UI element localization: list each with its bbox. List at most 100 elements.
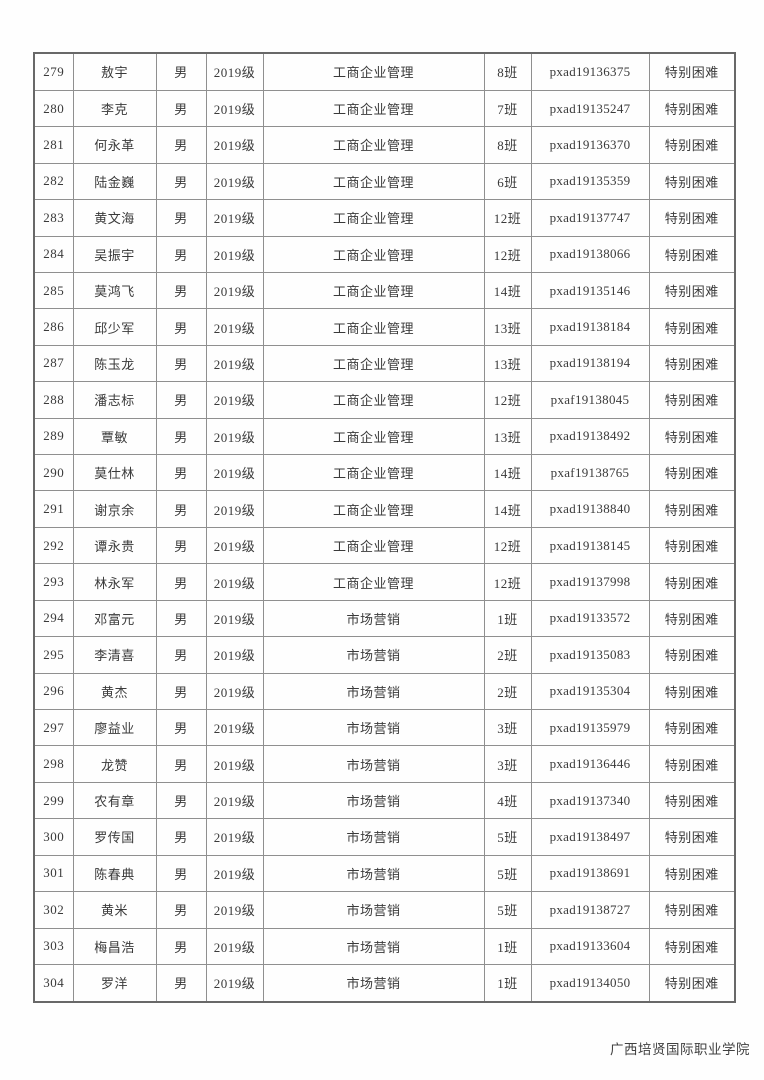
row-number-cell: 286 <box>33 308 74 346</box>
major-cell: 市场营销 <box>262 708 485 747</box>
grade-cell: 2019级 <box>205 599 264 638</box>
name-cell: 陈玉龙 <box>72 344 157 383</box>
gender-cell: 男 <box>155 781 207 820</box>
row-number-cell: 298 <box>33 745 74 783</box>
table-row: 292 谭永贵男 2019级 工商企业管理 12班 pxad19138145 特别困难 <box>33 526 736 565</box>
name-cell: 谢京余 <box>72 490 157 528</box>
status-cell: 特别困难 <box>648 526 736 565</box>
student-id-cell: pxad19135146 <box>530 271 650 310</box>
major-cell: 市场营销 <box>262 891 485 929</box>
grade-cell: 2019级 <box>205 781 264 820</box>
major-cell: 工商企业管理 <box>262 235 485 273</box>
grade-cell: 2019级 <box>205 52 264 91</box>
gender-cell: 男 <box>155 526 207 565</box>
student-id-cell: pxad19136446 <box>530 745 650 783</box>
major-cell: 工商企业管理 <box>262 162 485 201</box>
row-number-cell: 279 <box>33 52 74 91</box>
class-cell: 2班 <box>483 636 532 674</box>
class-cell: 14班 <box>483 271 532 310</box>
gender-cell: 男 <box>155 636 207 674</box>
gender-cell: 男 <box>155 891 207 929</box>
name-cell: 吴振宇 <box>72 235 157 273</box>
grade-cell: 2019级 <box>205 271 264 310</box>
grade-cell: 2019级 <box>205 308 264 346</box>
row-number-cell: 280 <box>33 89 74 128</box>
major-cell: 市场营销 <box>262 963 485 1003</box>
student-id-cell: pxad19137998 <box>530 563 650 601</box>
class-cell: 1班 <box>483 963 532 1003</box>
table-row: 288 潘志标男 2019级 工商企业管理 12班 pxaf19138045 特别困难 <box>33 381 736 419</box>
class-cell: 8班 <box>483 126 532 164</box>
major-cell: 工商企业管理 <box>262 417 485 456</box>
row-number-cell: 292 <box>33 526 74 565</box>
gender-cell: 男 <box>155 599 207 638</box>
status-cell: 特别困难 <box>648 417 736 456</box>
table-row: 279 敖宇男 2019级 工商企业管理 8班 pxad19136375 特别困难 <box>33 52 736 91</box>
institution-footer-label: 广西培贤国际职业学院 <box>610 1042 750 1057</box>
table-row: 290 莫仕林男 2019级 工商企业管理 14班 pxaf19138765 特别困难 <box>33 454 736 492</box>
student-id-cell: pxad19138840 <box>530 490 650 528</box>
class-cell: 12班 <box>483 199 532 237</box>
status-cell: 特别困难 <box>648 599 736 638</box>
status-cell: 特别困难 <box>648 271 736 310</box>
table-row: 286 邱少军男 2019级 工商企业管理 13班 pxad19138184 特别困难 <box>33 308 736 346</box>
student-id-cell: pxad19137340 <box>530 781 650 820</box>
name-cell: 龙赞 <box>72 745 157 783</box>
status-cell: 特别困难 <box>648 199 736 237</box>
status-cell: 特别困难 <box>648 52 736 91</box>
name-cell: 梅昌浩 <box>72 927 157 965</box>
student-id-cell: pxad19138691 <box>530 854 650 893</box>
status-cell: 特别困难 <box>648 381 736 419</box>
class-cell: 12班 <box>483 381 532 419</box>
class-cell: 3班 <box>483 708 532 747</box>
status-cell: 特别困难 <box>648 636 736 674</box>
status-cell: 特别困难 <box>648 963 736 1003</box>
name-cell: 覃敏 <box>72 417 157 456</box>
grade-cell: 2019级 <box>205 381 264 419</box>
major-cell: 市场营销 <box>262 818 485 856</box>
row-number-cell: 288 <box>33 381 74 419</box>
name-cell: 谭永贵 <box>72 526 157 565</box>
row-number-cell: 282 <box>33 162 74 201</box>
table-row: 299 农有章男 2019级 市场营销 4班 pxad19137340 特别困难 <box>33 781 736 820</box>
status-cell: 特别困难 <box>648 745 736 783</box>
table-row: 303 梅昌浩男 2019级 市场营销 1班 pxad19133604 特别困难 <box>33 927 736 965</box>
major-cell: 市场营销 <box>262 599 485 638</box>
class-cell: 8班 <box>483 52 532 91</box>
table-row: 296 黄杰男 2019级 市场营销 2班 pxad19135304 特别困难 <box>33 672 736 711</box>
name-cell: 廖益业 <box>72 708 157 747</box>
name-cell: 罗洋 <box>72 963 157 1003</box>
major-cell: 工商企业管理 <box>262 89 485 128</box>
row-number-cell: 287 <box>33 344 74 383</box>
name-cell: 潘志标 <box>72 381 157 419</box>
student-id-cell: pxad19135304 <box>530 672 650 711</box>
row-number-cell: 293 <box>33 563 74 601</box>
row-number-cell: 303 <box>33 927 74 965</box>
row-number-cell: 296 <box>33 672 74 711</box>
class-cell: 7班 <box>483 89 532 128</box>
student-table-body: 279 敖宇男 2019级 工商企业管理 8班 pxad19136375 特别困难 280 李克… <box>33 52 736 1003</box>
student-id-cell: pxad19133604 <box>530 927 650 965</box>
row-number-cell: 290 <box>33 454 74 492</box>
major-cell: 工商企业管理 <box>262 454 485 492</box>
gender-cell: 男 <box>155 672 207 711</box>
major-cell: 工商企业管理 <box>262 199 485 237</box>
class-cell: 14班 <box>483 454 532 492</box>
row-number-cell: 302 <box>33 891 74 929</box>
student-id-cell: pxad19137747 <box>530 199 650 237</box>
row-number-cell: 285 <box>33 271 74 310</box>
name-cell: 李克 <box>72 89 157 128</box>
grade-cell: 2019级 <box>205 963 264 1003</box>
grade-cell: 2019级 <box>205 818 264 856</box>
row-number-cell: 294 <box>33 599 74 638</box>
row-number-cell: 289 <box>33 417 74 456</box>
table-row: 304 罗洋男 2019级 市场营销 1班 pxad19134050 特别困难 <box>33 963 736 1003</box>
grade-cell: 2019级 <box>205 636 264 674</box>
gender-cell: 男 <box>155 490 207 528</box>
student-id-cell: pxad19138184 <box>530 308 650 346</box>
status-cell: 特别困难 <box>648 454 736 492</box>
class-cell: 6班 <box>483 162 532 201</box>
class-cell: 1班 <box>483 599 532 638</box>
gender-cell: 男 <box>155 854 207 893</box>
gender-cell: 男 <box>155 271 207 310</box>
